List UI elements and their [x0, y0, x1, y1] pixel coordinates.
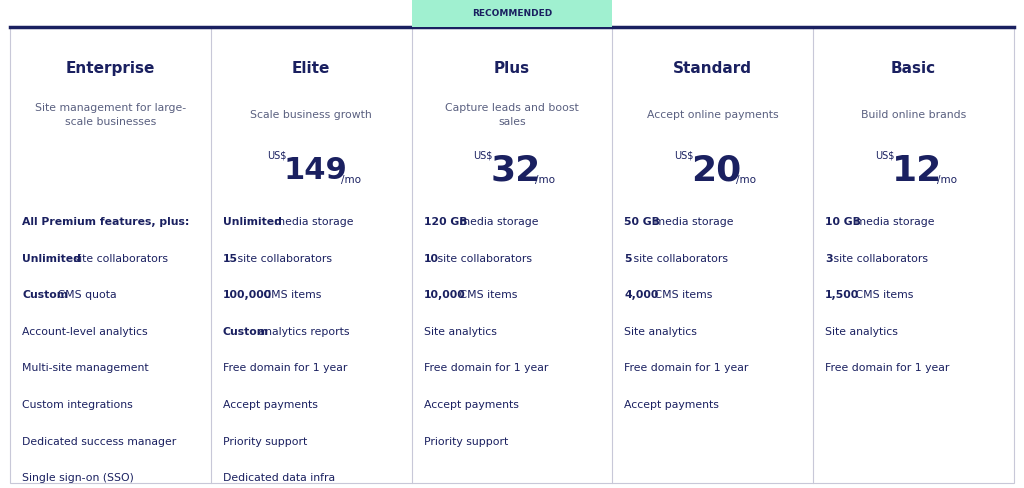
Text: site collaborators: site collaborators — [830, 254, 929, 264]
Text: Elite: Elite — [292, 61, 331, 76]
Text: 149: 149 — [284, 156, 347, 185]
Text: RECOMMENDED: RECOMMENDED — [472, 9, 552, 18]
Text: CMS items: CMS items — [651, 290, 713, 300]
Text: Dedicated success manager: Dedicated success manager — [23, 437, 176, 447]
FancyBboxPatch shape — [412, 0, 612, 27]
Text: 20: 20 — [691, 154, 741, 188]
Text: /mo: /mo — [937, 175, 956, 184]
Text: Free domain for 1 year: Free domain for 1 year — [825, 364, 949, 373]
Text: 120 GB: 120 GB — [424, 217, 467, 227]
Text: 5: 5 — [625, 254, 632, 264]
Text: /mo: /mo — [736, 175, 756, 184]
Text: 50 GB: 50 GB — [625, 217, 660, 227]
Text: analytics reports: analytics reports — [255, 327, 349, 337]
Text: Scale business growth: Scale business growth — [251, 110, 372, 120]
Text: 32: 32 — [490, 154, 541, 188]
Text: Accept online payments: Accept online payments — [647, 110, 778, 120]
Text: Site analytics: Site analytics — [825, 327, 898, 337]
Text: 10 GB: 10 GB — [825, 217, 861, 227]
Text: Accept payments: Accept payments — [223, 400, 317, 410]
Text: Accept payments: Accept payments — [625, 400, 719, 410]
Text: Standard: Standard — [673, 61, 753, 76]
Text: 10,000: 10,000 — [424, 290, 466, 300]
Text: site collaborators: site collaborators — [630, 254, 728, 264]
Text: Custom integrations: Custom integrations — [23, 400, 133, 410]
Text: Plus: Plus — [494, 61, 530, 76]
Text: CMS quota: CMS quota — [54, 290, 117, 300]
Text: Multi-site management: Multi-site management — [23, 364, 148, 373]
Text: site collaborators: site collaborators — [71, 254, 168, 264]
Text: Enterprise: Enterprise — [66, 61, 156, 76]
Text: Custom: Custom — [223, 327, 269, 337]
Text: Free domain for 1 year: Free domain for 1 year — [625, 364, 749, 373]
Text: Unlimited: Unlimited — [223, 217, 282, 227]
Text: US$: US$ — [473, 150, 493, 160]
Text: CMS items: CMS items — [260, 290, 322, 300]
Text: Capture leads and boost
sales: Capture leads and boost sales — [445, 102, 579, 127]
Text: Custom: Custom — [23, 290, 69, 300]
Text: CMS items: CMS items — [852, 290, 913, 300]
Text: CMS items: CMS items — [456, 290, 517, 300]
Text: Site management for large-
scale businesses: Site management for large- scale busines… — [35, 102, 186, 127]
Text: Account-level analytics: Account-level analytics — [23, 327, 147, 337]
Text: Unlimited: Unlimited — [23, 254, 81, 264]
Text: Free domain for 1 year: Free domain for 1 year — [223, 364, 347, 373]
Text: Accept payments: Accept payments — [424, 400, 518, 410]
Text: 100,000: 100,000 — [223, 290, 272, 300]
Text: 12: 12 — [892, 154, 942, 188]
Text: Dedicated data infra: Dedicated data infra — [223, 473, 335, 483]
Text: /mo: /mo — [341, 175, 360, 184]
Text: site collaborators: site collaborators — [434, 254, 532, 264]
Text: /mo: /mo — [536, 175, 555, 184]
Text: US$: US$ — [874, 150, 894, 160]
Text: Basic: Basic — [891, 61, 936, 76]
Text: media storage: media storage — [456, 217, 539, 227]
Text: 4,000: 4,000 — [625, 290, 658, 300]
Text: 15: 15 — [223, 254, 238, 264]
Text: US$: US$ — [266, 150, 286, 160]
Text: media storage: media storage — [852, 217, 934, 227]
Text: Free domain for 1 year: Free domain for 1 year — [424, 364, 548, 373]
Text: 3: 3 — [825, 254, 833, 264]
Text: site collaborators: site collaborators — [233, 254, 332, 264]
Text: Priority support: Priority support — [223, 437, 307, 447]
Text: 1,500: 1,500 — [825, 290, 859, 300]
Text: Site analytics: Site analytics — [424, 327, 497, 337]
Text: All Premium features, plus:: All Premium features, plus: — [23, 217, 189, 227]
Text: 10: 10 — [424, 254, 438, 264]
Text: Build online brands: Build online brands — [861, 110, 966, 120]
Text: media storage: media storage — [271, 217, 353, 227]
Text: US$: US$ — [674, 150, 693, 160]
Text: media storage: media storage — [651, 217, 733, 227]
Text: Priority support: Priority support — [424, 437, 508, 447]
Text: Site analytics: Site analytics — [625, 327, 697, 337]
Text: Single sign-on (SSO): Single sign-on (SSO) — [23, 473, 134, 483]
